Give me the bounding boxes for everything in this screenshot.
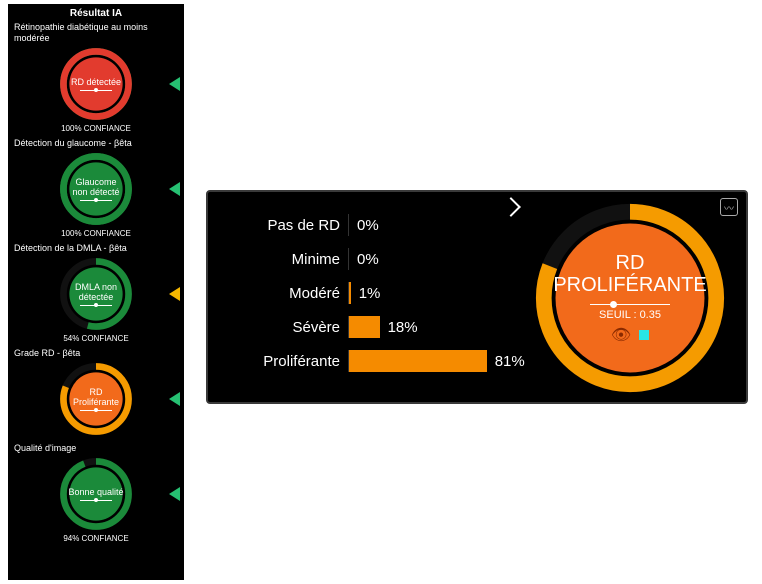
grade-bar-track: 0% bbox=[348, 248, 520, 270]
result-dial[interactable]: Bonne qualité bbox=[59, 457, 133, 531]
dial-label: DMLA nondétectée bbox=[59, 257, 133, 331]
grade-bar-label: Pas de RD bbox=[208, 217, 348, 234]
grade-bar-row: Sévère 18% bbox=[208, 312, 520, 342]
dial-label: Bonne qualité bbox=[59, 457, 133, 531]
grade-detail-panel: Pas de RD0%Minime0%Modéré1%Sévère18%Prol… bbox=[206, 190, 748, 404]
expand-triangle-icon[interactable] bbox=[169, 182, 180, 196]
grade-bar-pct: 1% bbox=[353, 282, 381, 304]
grade-bar-fill bbox=[349, 282, 351, 304]
grade-big-dial: RD PROLIFÉRANTE SEUIL : 0.35 👁 bbox=[532, 200, 728, 396]
grade-bar-track: 0% bbox=[348, 214, 520, 236]
result-dial[interactable]: Glaucomenon détecté bbox=[59, 152, 133, 226]
result-dial[interactable]: RDProliférante bbox=[59, 362, 133, 436]
expand-triangle-icon[interactable] bbox=[169, 392, 180, 406]
grade-bar-fill bbox=[349, 316, 380, 338]
sidebar-section: Rétinopathie diabétique au moins modérée… bbox=[14, 21, 178, 133]
result-dial[interactable]: RD détectée bbox=[59, 47, 133, 121]
dial-row: RDProliférante bbox=[14, 360, 178, 438]
grade-bar-fill bbox=[349, 350, 487, 372]
dial-row: Bonne qualité bbox=[14, 455, 178, 533]
dial-label: RDProliférante bbox=[59, 362, 133, 436]
big-dial-line2: PROLIFÉRANTE bbox=[553, 274, 706, 296]
grade-bar-track: 18% bbox=[348, 316, 520, 338]
grade-bar-pct: 81% bbox=[489, 350, 525, 372]
grade-bar-track: 1% bbox=[348, 282, 520, 304]
section-header: Grade RD - βêta bbox=[14, 347, 178, 360]
overlay-toggle[interactable] bbox=[639, 330, 649, 340]
ai-results-sidebar: Résultat IA Rétinopathie diabétique au m… bbox=[8, 4, 184, 580]
mini-threshold-slider[interactable] bbox=[80, 410, 112, 411]
sidebar-section: Grade RD - βêta RDProliférante bbox=[14, 347, 178, 438]
sidebar-section: Détection du glaucome - βêta Glaucomenon … bbox=[14, 137, 178, 238]
grade-bar-row: Pas de RD0% bbox=[208, 210, 520, 240]
grade-bar-label: Proliférante bbox=[208, 353, 348, 370]
grade-bar-pct: 18% bbox=[382, 316, 418, 338]
confidence-label: 54% CONFIANCE bbox=[14, 334, 178, 343]
grade-bar-row: Proliférante81% bbox=[208, 346, 520, 376]
grade-bar-label: Modéré bbox=[208, 285, 348, 302]
section-header: Qualité d'image bbox=[14, 442, 178, 455]
dial-label: RD détectée bbox=[59, 47, 133, 121]
section-header: Détection de la DMLA - βêta bbox=[14, 242, 178, 255]
grade-bar-label: Sévère bbox=[208, 319, 348, 336]
confidence-label: 100% CONFIANCE bbox=[14, 229, 178, 238]
dial-row: Glaucomenon détecté bbox=[14, 150, 178, 228]
sidebar-title: Résultat IA bbox=[14, 8, 178, 19]
mini-threshold-slider[interactable] bbox=[80, 200, 112, 201]
confidence-label: 94% CONFIANCE bbox=[14, 534, 178, 543]
mini-threshold-slider[interactable] bbox=[80, 305, 112, 306]
expand-triangle-icon[interactable] bbox=[169, 287, 180, 301]
section-header: Détection du glaucome - βêta bbox=[14, 137, 178, 150]
big-dial-line1: RD bbox=[616, 252, 645, 274]
grade-bars: Pas de RD0%Minime0%Modéré1%Sévère18%Prol… bbox=[208, 192, 528, 402]
sidebar-section: Détection de la DMLA - βêta DMLA nondétec… bbox=[14, 242, 178, 343]
threshold-slider[interactable] bbox=[590, 304, 670, 305]
threshold-label: SEUIL : 0.35 bbox=[599, 309, 661, 321]
chart-mode-icon[interactable]: 〰 bbox=[720, 198, 738, 216]
dial-label: Glaucomenon détecté bbox=[59, 152, 133, 226]
expand-triangle-icon[interactable] bbox=[169, 487, 180, 501]
mini-threshold-slider[interactable] bbox=[80, 90, 112, 91]
grade-bar-track: 81% bbox=[348, 350, 520, 372]
confidence-label: 100% CONFIANCE bbox=[14, 124, 178, 133]
big-dial-label: RD PROLIFÉRANTE SEUIL : 0.35 👁 bbox=[532, 200, 728, 396]
grade-bar-row: Modéré 1% bbox=[208, 278, 520, 308]
sidebar-section: Qualité d'image Bonne qualité 94% CONFIANC… bbox=[14, 442, 178, 543]
dial-row: RD détectée bbox=[14, 45, 178, 123]
result-dial[interactable]: DMLA nondétectée bbox=[59, 257, 133, 331]
grade-bar-pct: 0% bbox=[351, 214, 379, 236]
dial-row: DMLA nondétectée bbox=[14, 255, 178, 333]
section-header: Rétinopathie diabétique au moins modérée bbox=[14, 21, 178, 45]
eye-off-icon[interactable]: 👁 bbox=[611, 325, 631, 345]
grade-bar-pct: 0% bbox=[351, 248, 379, 270]
grade-bar-row: Minime0% bbox=[208, 244, 520, 274]
mini-threshold-slider[interactable] bbox=[80, 500, 112, 501]
expand-triangle-icon[interactable] bbox=[169, 77, 180, 91]
grade-bar-label: Minime bbox=[208, 251, 348, 268]
